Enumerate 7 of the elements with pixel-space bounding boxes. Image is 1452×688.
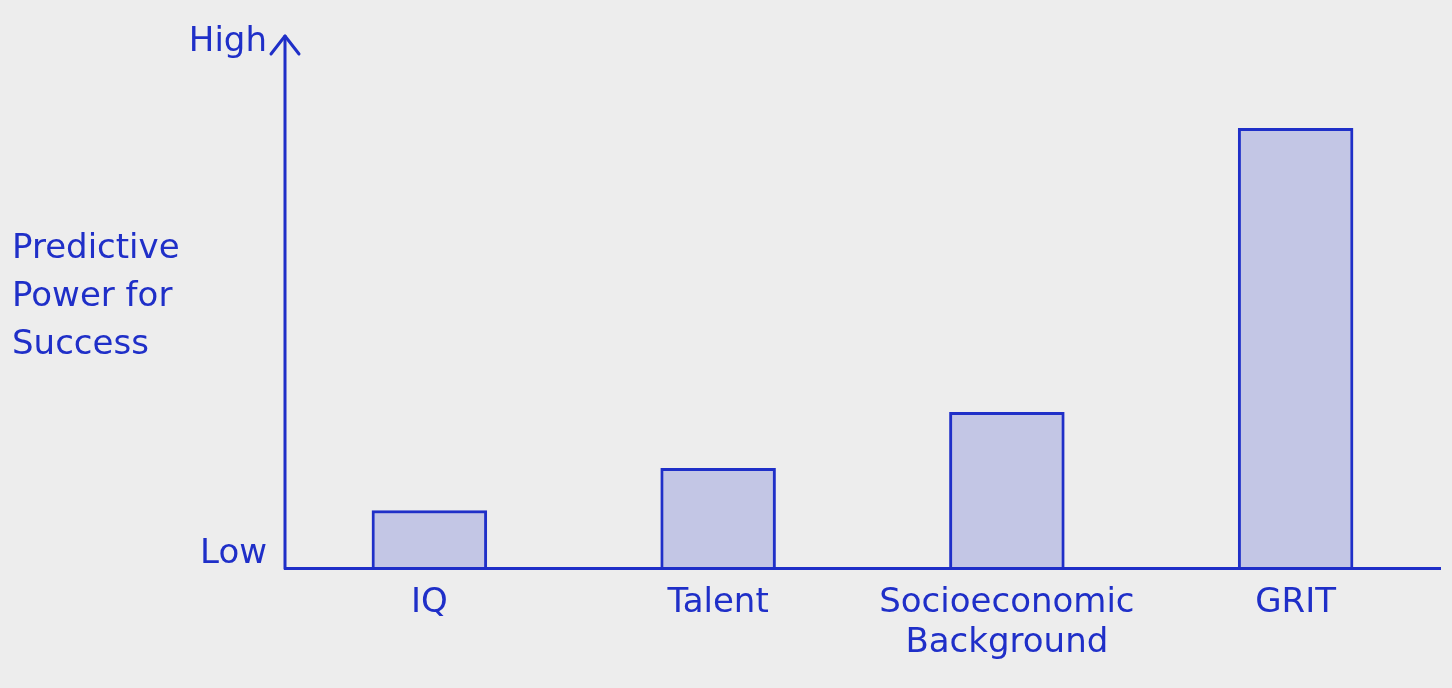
y-axis-title: Predictive Power for Success — [12, 225, 181, 364]
text: Low — [200, 531, 267, 572]
x-tick-label: Talent — [666, 579, 769, 620]
x-tick-label: IQ — [410, 579, 448, 620]
x-tick-label: GRIT — [1255, 579, 1337, 620]
x-tick-label: Socioeconomic Background — [879, 579, 1135, 661]
text: High — [188, 18, 267, 59]
